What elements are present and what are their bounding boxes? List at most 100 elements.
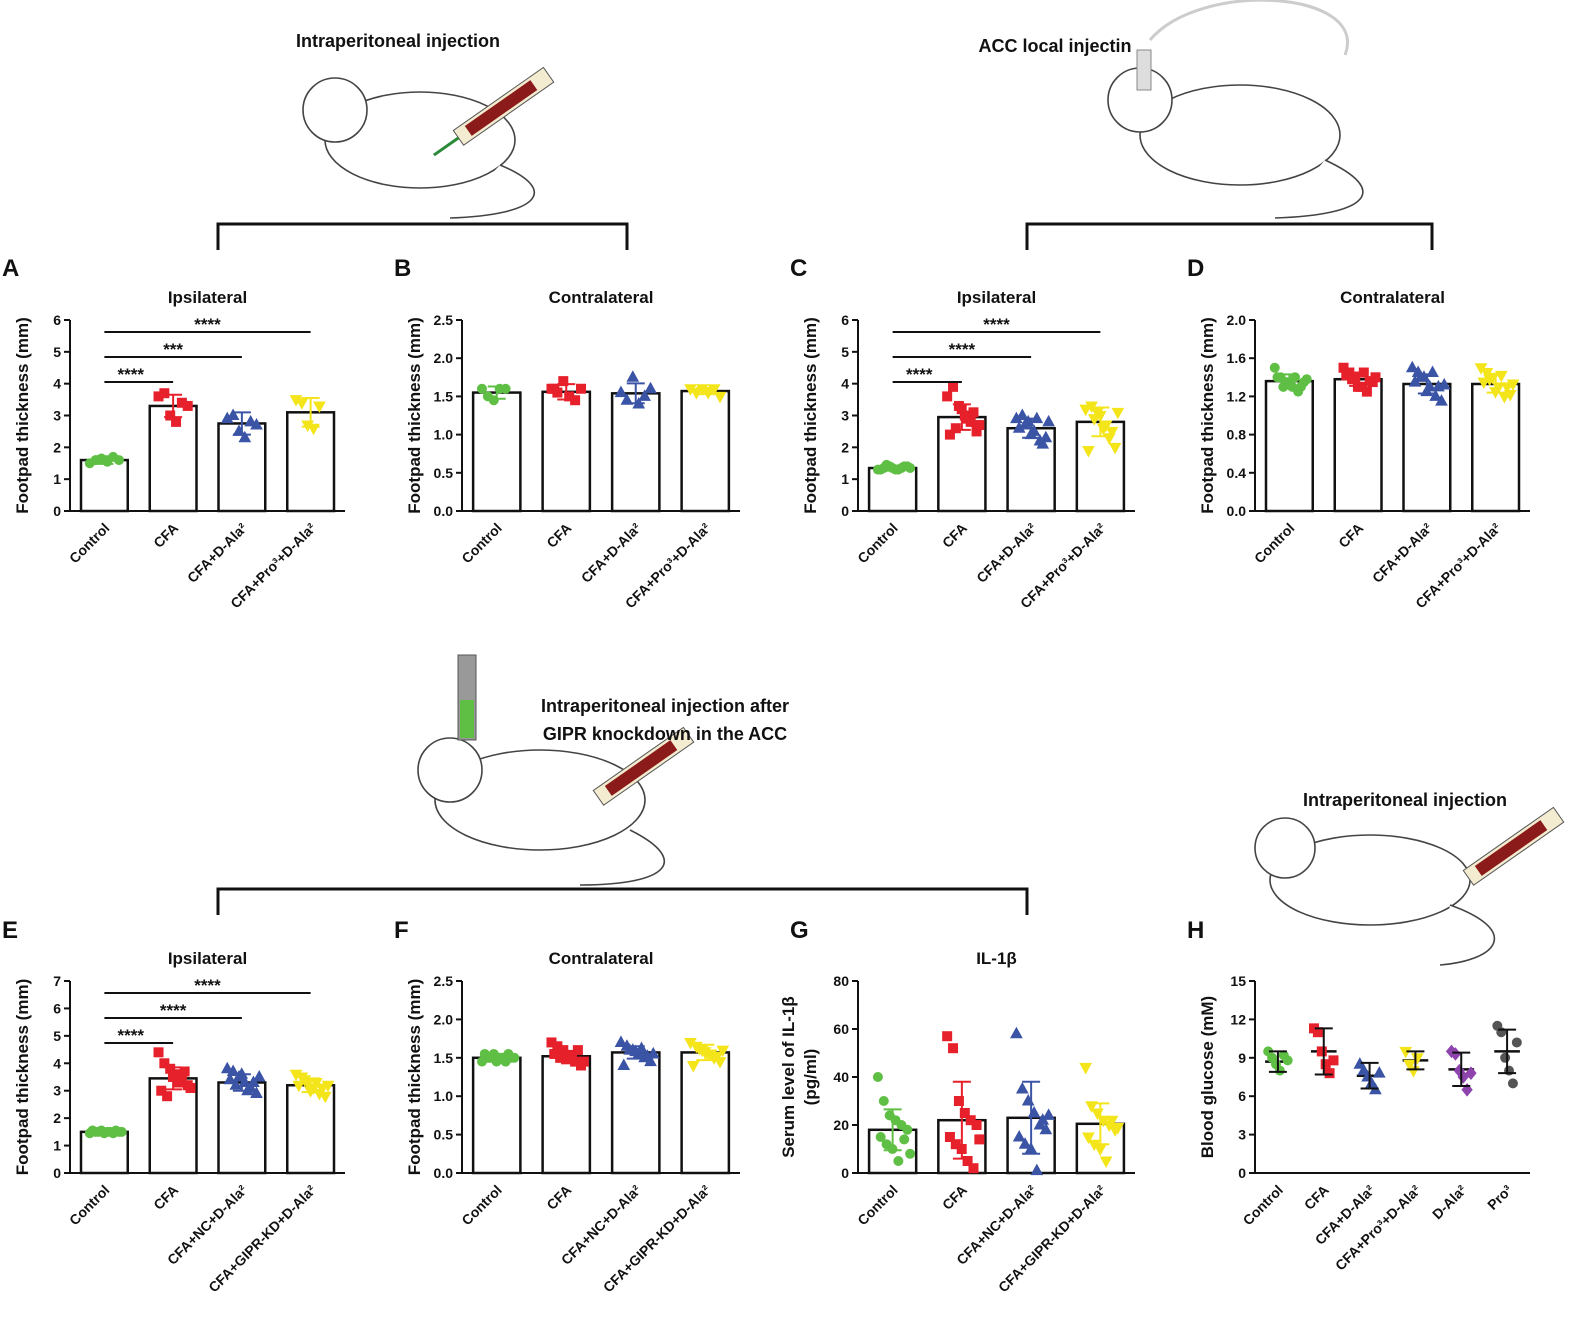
data-point [950,423,961,434]
x-tick-label: CFA [543,1182,574,1213]
data-point [1099,1156,1113,1169]
data-point [321,1080,335,1093]
y-tick-label: 2.5 [434,312,454,328]
data-point [1108,442,1122,455]
data-point [1465,1066,1477,1080]
data-point [635,1041,648,1054]
bar [867,466,918,513]
bar [79,1130,129,1175]
data-point [116,1126,127,1137]
y-tick-label: 60 [833,1021,849,1037]
data-point [905,463,916,474]
data-point [1036,437,1050,449]
data-point [1030,1163,1044,1176]
y-axis-label: (pg/ml) [801,1049,820,1106]
y-tick-label: 1.2 [1227,388,1247,404]
data-point [1511,1037,1522,1048]
data-point [1435,394,1448,406]
mouse-illustration [1107,0,1364,219]
data-point [153,1047,164,1058]
data-point [1018,1137,1032,1149]
y-tick-label: 2 [841,439,849,455]
y-tick-label: 40 [833,1069,849,1085]
significance-label: **** [118,365,145,384]
x-tick-label: Control [458,1182,505,1229]
panel-title: Ipsilateral [168,288,247,307]
significance-label: **** [983,315,1010,334]
caption: Intraperitoneal injection after [541,696,789,716]
data-point [974,1134,985,1145]
data-point [179,1066,190,1077]
significance-label: **** [118,1026,145,1045]
panel-letter: H [1187,917,1204,944]
data-point [1316,1046,1327,1057]
data-point [1105,426,1119,439]
bar [471,1056,522,1175]
data-point [165,410,176,421]
x-tick-label: CFA [939,1182,970,1213]
x-tick-label: Control [1251,520,1298,567]
bar [1471,382,1521,513]
data-point [1087,414,1101,426]
data-point [1347,374,1358,385]
data-point [229,1078,243,1090]
data-point [1105,1115,1119,1128]
y-tick-label: 5 [53,344,61,360]
bar [680,389,731,513]
data-point [1010,1026,1023,1039]
y-tick-label: 0.0 [434,503,454,519]
data-point [185,1082,196,1093]
data-point [1507,1078,1518,1089]
x-tick-label: Control [1240,1182,1287,1229]
x-tick-label: CFA+D-Ala² [973,520,1039,586]
y-tick-label: 3 [53,1083,61,1099]
caption: GIPR knockdown in the ACC [543,724,787,744]
data-point [872,1072,883,1082]
data-point [156,1085,167,1096]
y-tick-label: 3 [1238,1127,1246,1143]
y-tick-label: 9 [1238,1050,1246,1066]
data-point [614,385,628,398]
y-axis-label: Footpad thickness (mm) [801,317,820,513]
x-tick-label: CFA [1335,520,1366,551]
data-point [1500,1052,1511,1063]
x-tick-label: CFA [150,1182,181,1213]
y-tick-label: 7 [53,973,61,989]
x-tick-label: CFA [939,520,970,551]
mouse-illustration [417,654,695,886]
data-point [1079,1062,1093,1075]
data-point [244,414,257,427]
data-point [971,1120,982,1130]
y-tick-label: 4 [841,376,849,392]
x-tick-label: Control [854,1182,901,1229]
y-tick-label: 2 [53,439,61,455]
data-point [173,1077,184,1088]
significance-label: **** [194,976,221,995]
bar [471,391,522,513]
data-point [1324,1068,1335,1079]
data-point [1099,420,1113,433]
data-point [942,391,953,402]
data-point [686,1060,700,1073]
y-axis-label: Footpad thickness (mm) [13,317,32,513]
y-tick-label: 0 [53,1165,61,1181]
y-tick-label: 6 [53,1000,61,1016]
data-point [953,1096,964,1106]
panel-title: Ipsilateral [168,949,247,968]
data-point [614,1035,628,1047]
data-point [1042,414,1055,427]
x-tick-label: CFA [543,520,574,551]
data-point [944,1132,955,1142]
data-point [252,1069,266,1082]
data-point [1042,1108,1055,1120]
data-point [713,391,727,404]
data-point [974,420,985,431]
y-tick-label: 5 [841,344,849,360]
data-point [948,1043,959,1054]
data-point [549,383,560,394]
data-point [1039,1122,1053,1135]
y-axis-label: Footpad thickness (mm) [1198,317,1217,513]
y-tick-label: 1.0 [434,1088,454,1104]
panel-title: Contralateral [549,949,654,968]
data-point [878,1096,889,1106]
